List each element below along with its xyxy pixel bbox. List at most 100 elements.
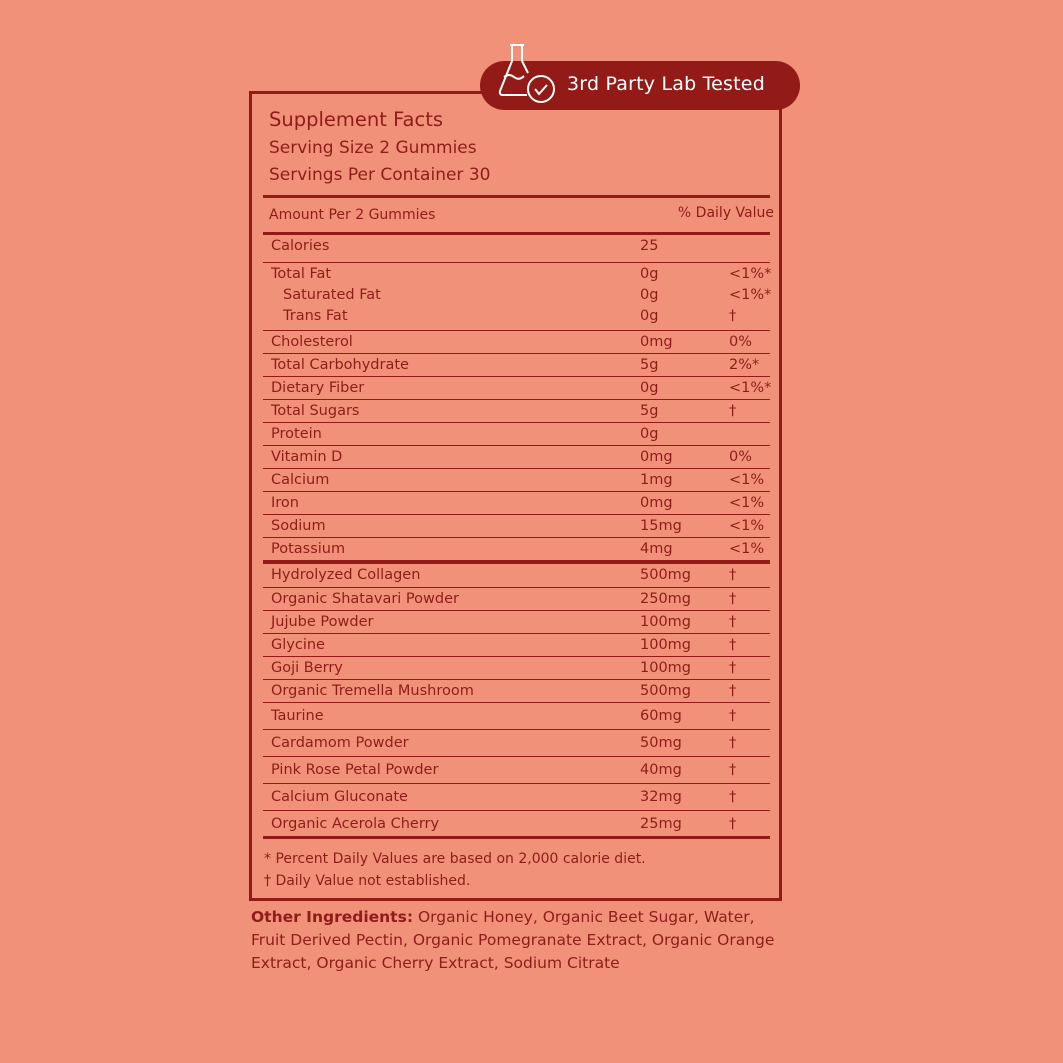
calories-row: Calories 25 <box>263 235 770 263</box>
ingredient-row: Jujube Powder 100mg † <box>263 611 770 634</box>
ingredient-row: Taurine 60mg † <box>263 703 770 730</box>
nutrient-amount: 0g <box>640 287 659 303</box>
nutrient-amount: 100mg <box>640 660 692 676</box>
nutrient-row: Calcium 1mg <1% <box>263 469 770 492</box>
fat-row: Total Fat 0g <1%* <box>263 263 772 284</box>
nutrient-name: Organic Acerola Cherry <box>271 816 440 832</box>
nutrient-name: Hydrolyzed Collagen <box>271 567 421 583</box>
nutrient-amount: 100mg <box>640 614 692 630</box>
nutrient-amount: 100mg <box>640 637 692 653</box>
nutrient-amount: 25 <box>640 238 659 254</box>
dv-header: % Daily Value <box>677 205 774 221</box>
nutrient-amount: 50mg <box>640 735 682 751</box>
nutrient-amount: 60mg <box>640 708 682 724</box>
daily-value: 0% <box>729 334 753 350</box>
nutrient-amount: 0g <box>640 426 659 442</box>
nutrient-amount: 0g <box>640 266 659 282</box>
nutrient-amount: 500mg <box>640 567 692 583</box>
daily-value: † <box>729 637 737 653</box>
daily-value: <1% <box>729 472 765 488</box>
nutrient-name: Total Carbohydrate <box>271 357 409 373</box>
divider <box>263 195 770 198</box>
nutrient-name: Calories <box>271 238 330 254</box>
daily-value: <1%* <box>729 380 772 396</box>
ingredient-row: Organic Acerola Cherry 25mg † <box>263 811 770 839</box>
nutrient-amount: 0g <box>640 308 659 324</box>
footnote-dagger: † Daily Value not established. <box>264 873 471 889</box>
daily-value: † <box>729 403 737 419</box>
other-ingredients-text: Organic Honey, Organic Beet Sugar, Water… <box>251 908 775 972</box>
ingredient-row: Organic Shatavari Powder 250mg † <box>263 588 770 611</box>
nutrient-name: Cardamom Powder <box>271 735 409 751</box>
facts-table: Calories 25 Total Fat 0g <1%* Saturated Fat… <box>263 235 772 839</box>
nutrient-name: Organic Shatavari Powder <box>271 591 459 607</box>
fat-row: Trans Fat 0g † <box>263 305 770 326</box>
daily-value: † <box>729 660 737 676</box>
nutrient-row: Sodium 15mg <1% <box>263 515 770 538</box>
other-ingredients-label: Other Ingredients: <box>251 908 414 926</box>
nutrient-row: Cholesterol 0mg 0% <box>263 331 770 354</box>
nutrient-name: Cholesterol <box>271 334 353 350</box>
fat-row: Saturated Fat 0g <1%* <box>263 284 771 305</box>
daily-value: <1% <box>729 518 765 534</box>
daily-value: <1% <box>729 541 765 557</box>
nutrient-amount: 0g <box>640 380 659 396</box>
supplement-facts-panel: Supplement Facts Serving Size 2 Gummies … <box>249 91 782 901</box>
divider <box>263 561 770 564</box>
nutrient-amount: 5g <box>640 357 659 373</box>
daily-value: † <box>729 567 737 583</box>
nutrient-amount: 1mg <box>640 472 673 488</box>
nutrient-row: Potassium 4mg <1% <box>263 538 770 561</box>
ingredient-row: Calcium Gluconate 32mg † <box>263 784 770 811</box>
panel-title: Supplement Facts <box>269 108 444 131</box>
other-ingredients: Other Ingredients: Organic Honey, Organi… <box>251 906 791 975</box>
nutrient-amount: 0mg <box>640 449 673 465</box>
daily-value: † <box>729 308 737 324</box>
fat-group: Total Fat 0g <1%* Saturated Fat 0g <1%* Trans … <box>263 263 772 331</box>
ingredient-row: Organic Tremella Mushroom 500mg † <box>263 680 770 703</box>
nutrient-name: Dietary Fiber <box>271 380 365 396</box>
nutrient-amount: 4mg <box>640 541 673 557</box>
nutrient-amount: 15mg <box>640 518 682 534</box>
footnote-percent: * Percent Daily Values are based on 2,00… <box>264 851 646 867</box>
nutrient-name: Potassium <box>271 541 346 557</box>
ingredient-list: Hydrolyzed Collagen 500mg † Organic Shatava… <box>263 564 770 839</box>
ingredient-row: Pink Rose Petal Powder 40mg † <box>263 757 770 784</box>
nutrient-amount: 32mg <box>640 789 682 805</box>
ingredient-row: Hydrolyzed Collagen 500mg † <box>263 564 770 588</box>
daily-value: † <box>729 683 737 699</box>
daily-value: 2%* <box>729 357 760 373</box>
nutrient-name: Total Sugars <box>271 403 360 419</box>
nutrient-amount: 500mg <box>640 683 692 699</box>
nutrient-amount: 5g <box>640 403 659 419</box>
divider <box>263 232 770 235</box>
nutrient-amount: 250mg <box>640 591 692 607</box>
nutrient-name: Goji Berry <box>271 660 343 676</box>
daily-value: † <box>729 762 737 778</box>
nutrient-name: Total Fat <box>271 266 332 282</box>
nutrient-row: Dietary Fiber 0g <1%* <box>263 377 772 400</box>
lab-tested-badge: 3rd Party Lab Tested <box>480 44 800 110</box>
nutrient-list: Cholesterol 0mg 0% Total Carbohydrate 5g 2%* D… <box>263 331 772 561</box>
serving-size: Serving Size 2 Gummies <box>269 138 477 158</box>
nutrient-name: Vitamin D <box>271 449 343 465</box>
nutrient-name: Iron <box>271 495 299 511</box>
daily-value: <1%* <box>729 266 772 282</box>
nutrient-row: Iron 0mg <1% <box>263 492 770 515</box>
amount-header: Amount Per 2 Gummies <box>269 207 436 223</box>
nutrient-name: Organic Tremella Mushroom <box>271 683 474 699</box>
ingredient-row: Glycine 100mg † <box>263 634 770 657</box>
daily-value: † <box>729 789 737 805</box>
ingredient-row: Cardamom Powder 50mg † <box>263 730 770 757</box>
nutrient-name: Glycine <box>271 637 325 653</box>
nutrient-name: Saturated Fat <box>283 287 381 303</box>
nutrient-name: Taurine <box>271 708 324 724</box>
nutrient-name: Calcium Gluconate <box>271 789 408 805</box>
daily-value: † <box>729 708 737 724</box>
daily-value: 0% <box>729 449 753 465</box>
flask-check-icon <box>498 44 555 103</box>
nutrient-row: Protein 0g <box>263 423 770 446</box>
daily-value: † <box>729 735 737 751</box>
daily-value: † <box>729 816 737 832</box>
nutrient-name: Protein <box>271 426 322 442</box>
